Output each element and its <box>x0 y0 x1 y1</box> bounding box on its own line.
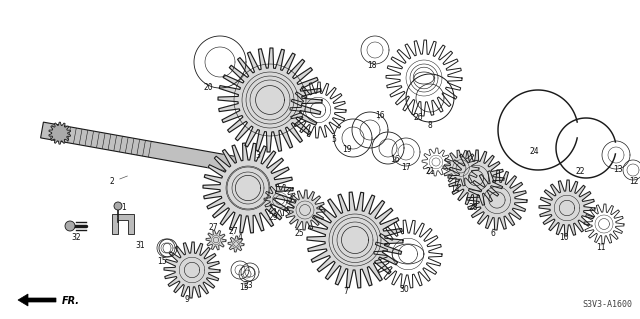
Polygon shape <box>285 190 325 230</box>
Text: 18: 18 <box>367 62 377 70</box>
Polygon shape <box>307 192 403 288</box>
Text: 15: 15 <box>239 283 249 292</box>
Text: 15: 15 <box>157 256 167 265</box>
Text: 27: 27 <box>228 227 238 236</box>
Text: 17: 17 <box>401 164 411 173</box>
Polygon shape <box>164 242 220 298</box>
Text: S3V3-A1600: S3V3-A1600 <box>582 300 632 309</box>
Text: 13: 13 <box>613 166 623 174</box>
Text: 10: 10 <box>559 234 569 242</box>
Text: FR.: FR. <box>62 296 80 306</box>
Text: 22: 22 <box>575 167 585 176</box>
Text: 16: 16 <box>375 110 385 120</box>
Text: 24: 24 <box>529 147 539 157</box>
Text: 21: 21 <box>425 167 435 176</box>
Text: 32: 32 <box>71 234 81 242</box>
Polygon shape <box>49 122 70 144</box>
Text: 7: 7 <box>344 287 348 296</box>
Text: 11: 11 <box>596 243 605 253</box>
Text: 19: 19 <box>342 145 352 154</box>
Polygon shape <box>443 150 479 186</box>
Text: 30: 30 <box>399 286 409 294</box>
Text: 27: 27 <box>208 224 218 233</box>
Text: 16: 16 <box>390 155 400 165</box>
Text: 2: 2 <box>109 176 127 187</box>
Text: 12: 12 <box>629 177 639 187</box>
Text: 4: 4 <box>237 233 243 241</box>
Text: 9: 9 <box>184 295 189 305</box>
Polygon shape <box>467 170 527 230</box>
Polygon shape <box>206 230 226 250</box>
Polygon shape <box>18 294 56 306</box>
Polygon shape <box>228 236 244 252</box>
Text: 6: 6 <box>491 228 495 238</box>
Text: 28: 28 <box>468 204 477 212</box>
Text: 20: 20 <box>203 84 213 93</box>
Circle shape <box>65 221 75 231</box>
Polygon shape <box>218 48 322 152</box>
Text: 23: 23 <box>243 280 253 290</box>
Text: 29: 29 <box>268 213 278 222</box>
Polygon shape <box>203 143 293 233</box>
Polygon shape <box>40 122 239 173</box>
Polygon shape <box>448 150 504 206</box>
Text: 25: 25 <box>294 228 304 238</box>
Text: 3: 3 <box>255 151 260 160</box>
Text: 14: 14 <box>450 186 460 195</box>
Text: 5: 5 <box>332 136 337 145</box>
Text: 1: 1 <box>118 204 126 218</box>
Polygon shape <box>539 180 595 236</box>
Text: 26: 26 <box>413 114 423 122</box>
Text: 8: 8 <box>428 122 433 130</box>
Polygon shape <box>112 214 134 234</box>
Text: 31: 31 <box>135 241 145 249</box>
Circle shape <box>114 202 122 210</box>
